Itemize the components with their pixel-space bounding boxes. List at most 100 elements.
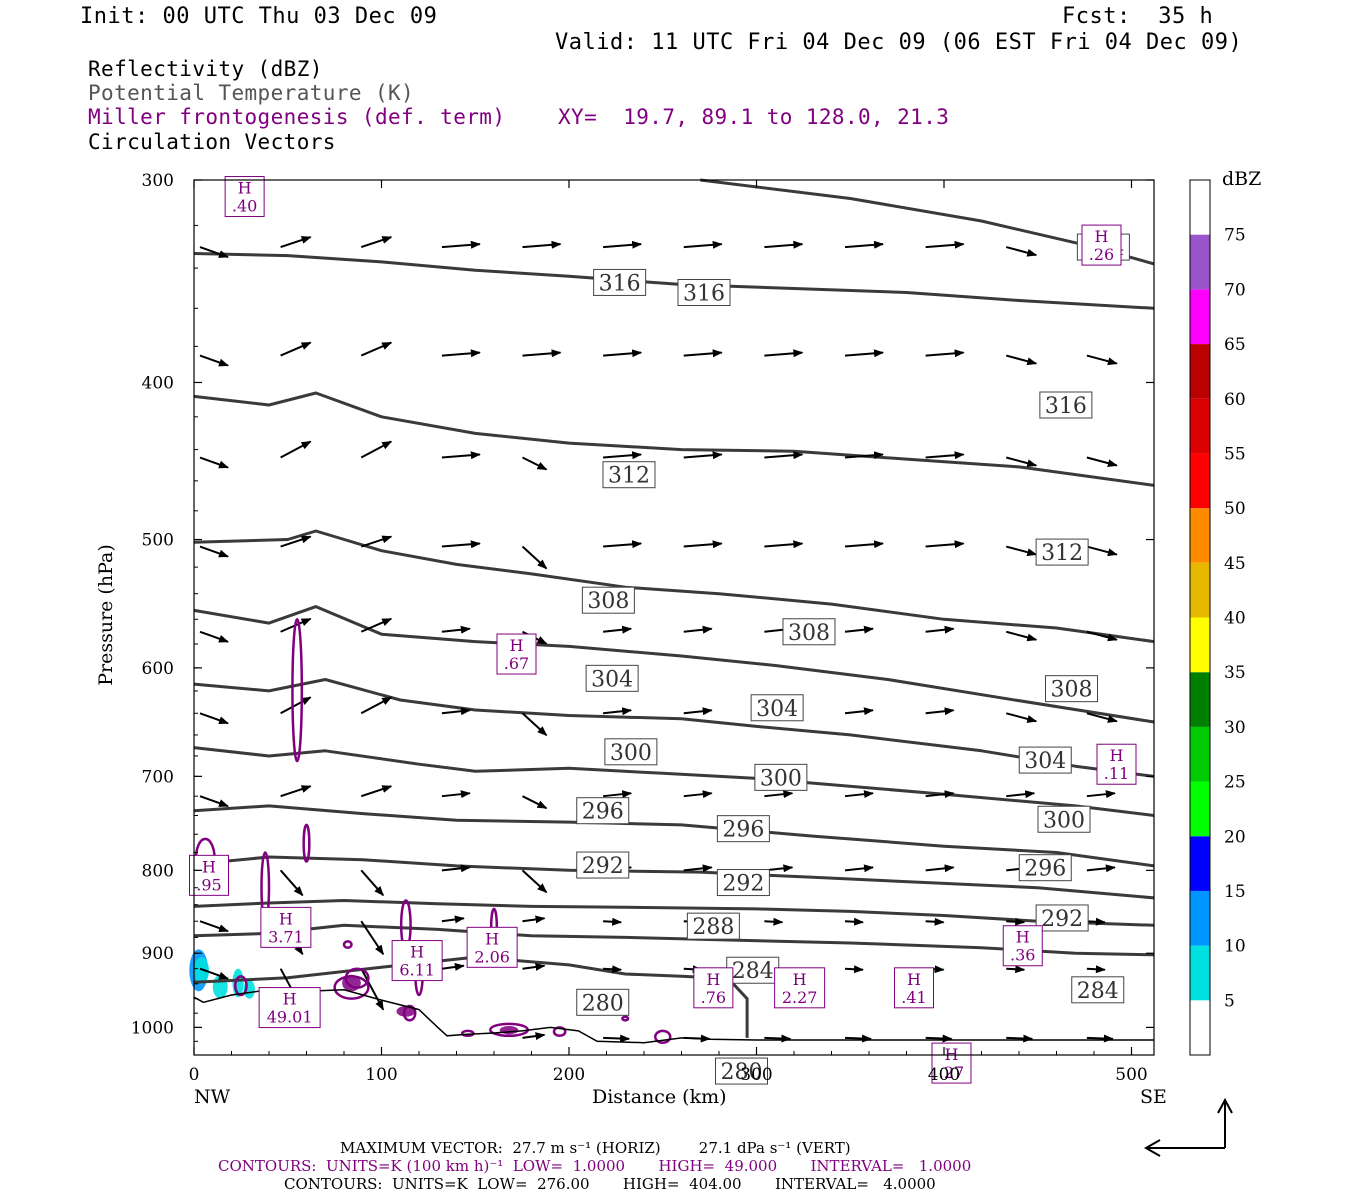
frontogenesis-max-value: 2.06 (474, 947, 510, 966)
frontogenesis-contour (291, 618, 304, 763)
circulation-vector (603, 707, 633, 716)
circulation-vector (441, 915, 465, 924)
theta-contour-line (193, 746, 1155, 817)
theta-contour-line (193, 955, 749, 1038)
frontogenesis-max-marker: H (485, 929, 499, 948)
circulation-vector (844, 965, 864, 974)
circulation-vector (844, 625, 874, 634)
circulation-vector (925, 917, 945, 926)
theta-label-box (576, 851, 630, 879)
theta-label: 304 (1024, 749, 1066, 774)
plot-frame (193, 179, 1155, 1056)
frontogenesis-max-box (693, 967, 734, 1009)
frontogenesis-max-box (466, 926, 518, 968)
frontogenesis-max-box (189, 854, 229, 896)
reference-vector-icon (1143, 1097, 1233, 1157)
theta-contour-line (193, 678, 1155, 778)
circulation-vector (603, 790, 633, 799)
circulation-vector (683, 790, 713, 799)
frontogenesis-contour (302, 823, 311, 863)
frontogenesis-max-value: .11 (1104, 764, 1129, 783)
colorbar-bin (1190, 1000, 1210, 1055)
theta-label: 304 (591, 667, 633, 692)
colorbar-label: 20 (1224, 827, 1246, 847)
init-time: Init: 00 UTC Thu 03 Dec 09 (80, 4, 438, 29)
circulation-vector (844, 1034, 872, 1043)
circulation-vector (199, 456, 229, 469)
theta-contour-line (193, 899, 1155, 927)
theta-label: 284 (732, 959, 774, 984)
y-tick-label: 400 (142, 373, 174, 393)
theta-contours (193, 178, 1155, 1038)
colorbar-bin (1190, 453, 1210, 509)
circulation-vector (199, 354, 229, 367)
circulation-vector (521, 545, 548, 570)
theta-label: 288 (692, 915, 734, 940)
x-tick-label: 400 (928, 1065, 960, 1085)
circulation-vector (925, 540, 965, 549)
frontogenesis-core (342, 974, 361, 992)
frontogenesis-max-box (894, 967, 934, 1009)
theta-label: 304 (756, 697, 798, 722)
theta-label-box (593, 268, 647, 296)
theta-label-box (602, 461, 656, 489)
theta-label-box (726, 956, 780, 984)
theta-label: 300 (610, 741, 652, 766)
circulation-vector (764, 240, 804, 249)
frontogenesis-max-marker: H (410, 943, 424, 962)
frontogenesis-max-value: 6.11 (399, 961, 435, 980)
frontogenesis-max-value: .67 (504, 654, 529, 673)
colorbar-label: 55 (1224, 444, 1246, 464)
circulation-vector (360, 440, 393, 459)
frontogenesis-max-box (224, 176, 265, 218)
circulation-vector (360, 869, 385, 897)
colorbar-label: 65 (1224, 335, 1246, 355)
colorbar-bin (1190, 398, 1210, 454)
frontogenesis-max-value: 49.01 (267, 1008, 313, 1027)
frontogenesis-max-marker: H (283, 990, 297, 1009)
circulation-vector (1086, 864, 1116, 873)
theta-label: 292 (582, 854, 624, 879)
circulation-vector (199, 545, 229, 558)
circulation-vector (280, 236, 312, 249)
colorbar-label: 10 (1224, 937, 1246, 957)
colorbar-bin (1190, 945, 1210, 1001)
circulation-vector (1005, 712, 1038, 723)
frontogenesis-max-box (391, 940, 443, 982)
circulation-vector (603, 451, 643, 460)
theta-label-box (782, 618, 836, 646)
circulation-vector (1086, 790, 1116, 799)
circulation-vector (844, 864, 874, 873)
theta-label: 312 (1041, 541, 1083, 566)
theta-label: 292 (722, 872, 764, 897)
frontogenesis-contour (234, 975, 248, 997)
circulation-vector (925, 451, 965, 460)
circulation-vector (1086, 965, 1106, 974)
circulation-vector (279, 869, 304, 897)
theta-label-box (1039, 391, 1093, 419)
colorbar-bin (1190, 180, 1210, 235)
circulation-vector (603, 625, 633, 634)
circulation-vector (844, 790, 874, 799)
field-miller: Miller frontogenesis (def. term) (88, 105, 506, 129)
colorbar-label: 25 (1224, 773, 1246, 793)
circulation-vector (603, 540, 643, 549)
colorbar-label: 5 (1224, 991, 1235, 1011)
frontogenesis-max-marker: H (238, 179, 252, 198)
theta-label-box (1018, 854, 1072, 882)
circulation-vector (1086, 712, 1118, 723)
circulation-vector (603, 965, 623, 974)
theta-contour-line (193, 529, 1155, 644)
frontogenesis-max-marker: H (202, 857, 216, 876)
colorbar-label: 15 (1224, 882, 1246, 902)
frontogenesis-max-value: .27 (939, 1063, 964, 1082)
cross-section-xy: XY= 19.7, 89.1 to 128.0, 21.3 (558, 105, 950, 129)
circulation-vectors (199, 236, 1118, 1043)
theta-label-box (1035, 538, 1089, 566)
circulation-vector (441, 240, 481, 249)
circulation-vector (521, 869, 548, 894)
frontogenesis-contour (342, 940, 353, 949)
colorbar-bin (1190, 836, 1210, 891)
footer-contours-frontogenesis: CONTOURS: UNITS=K (100 km h)⁻¹ LOW= 1.00… (218, 1157, 972, 1175)
footer-contours-theta: CONTOURS: UNITS=K LOW= 276.00 HIGH= 404.… (284, 1175, 936, 1193)
